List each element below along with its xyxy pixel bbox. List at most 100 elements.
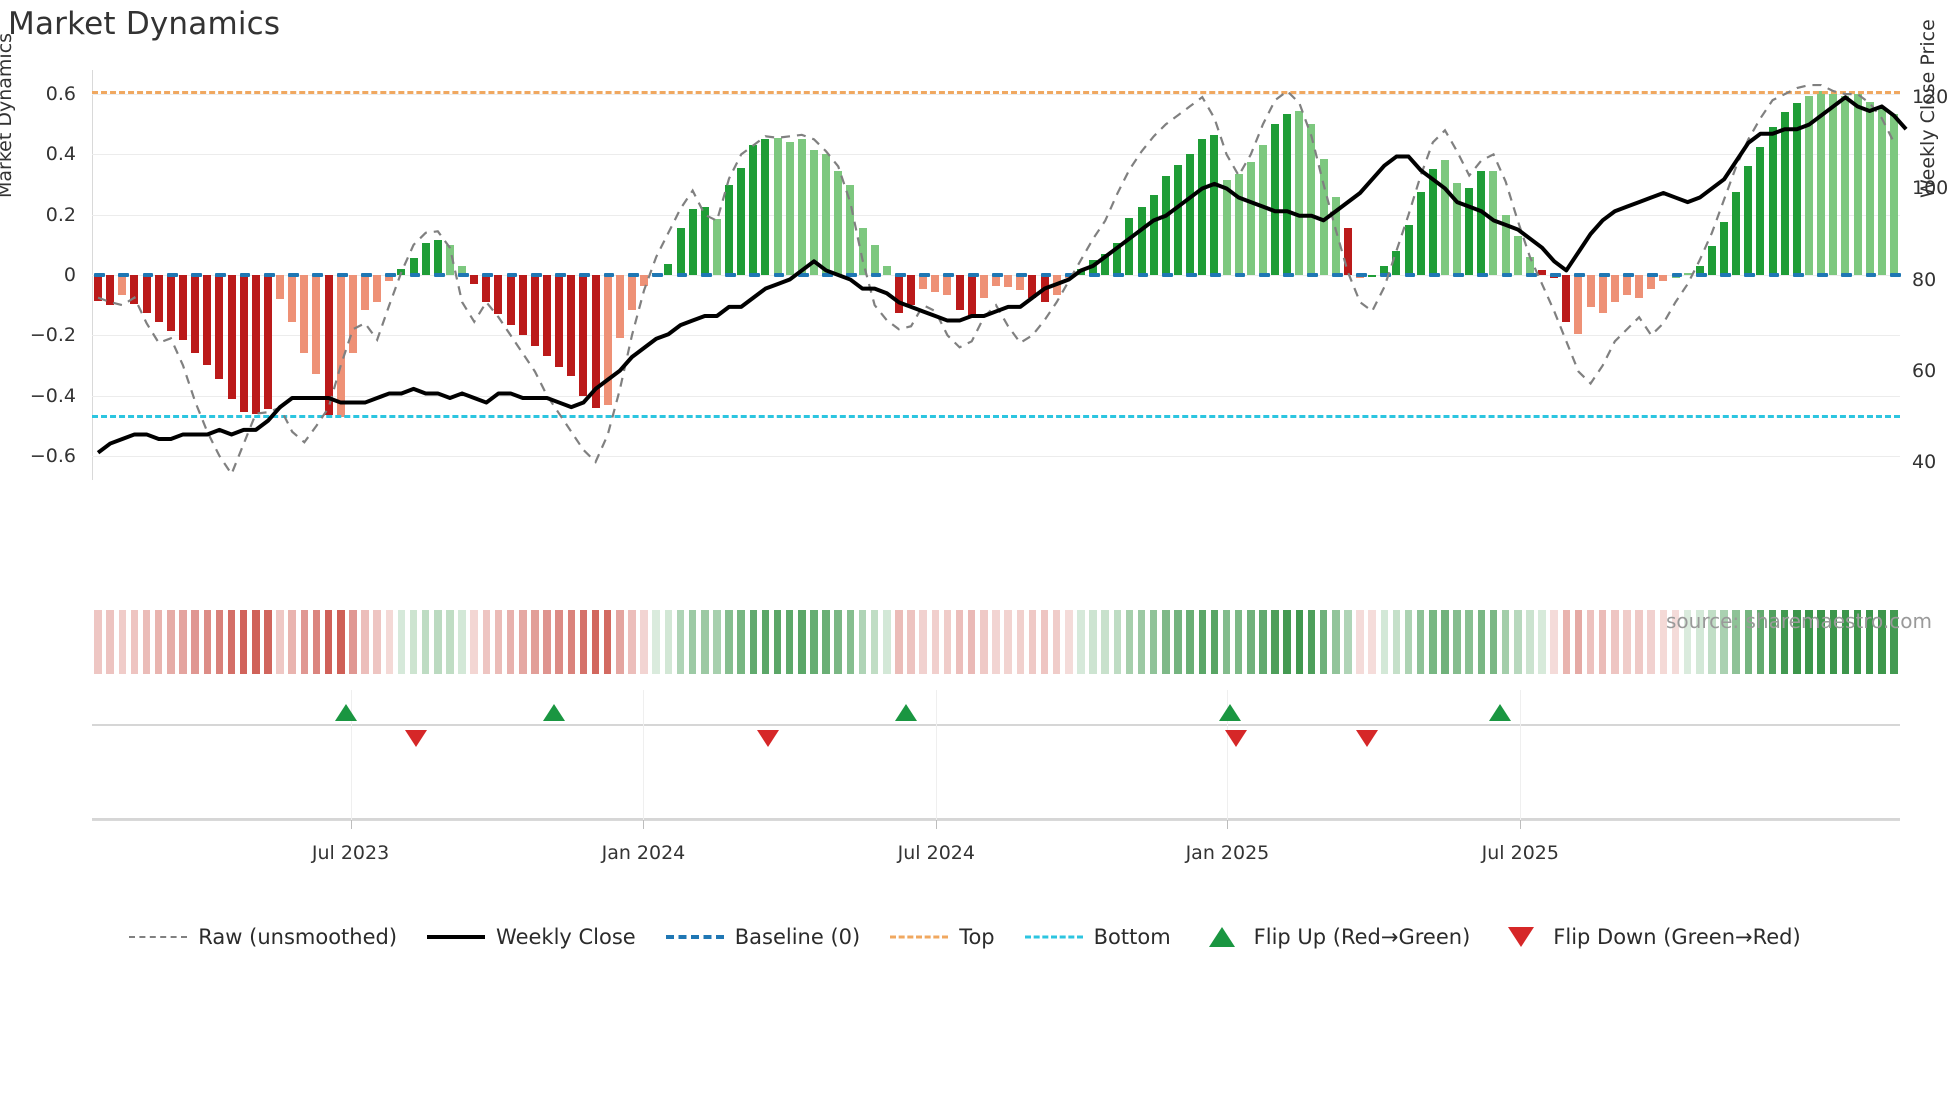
heatmap-cell <box>652 610 660 674</box>
flip-panel-rule <box>92 818 1900 820</box>
x-axis-tick-label: Jan 2024 <box>601 842 686 864</box>
baseline-zero-segment <box>1089 273 1100 277</box>
gridline <box>92 154 1900 156</box>
flip-down-marker-icon[interactable] <box>404 730 427 747</box>
heatmap-cell <box>397 610 406 674</box>
heatmap-cell <box>1052 610 1061 674</box>
heatmap-cell <box>1174 610 1182 674</box>
heatmap-cell <box>1186 610 1194 674</box>
dynamics-bar <box>688 208 697 275</box>
legend-item[interactable]: Flip Up (Red→Green) <box>1201 925 1470 949</box>
baseline-zero-segment <box>846 273 858 277</box>
gridline <box>92 214 1900 216</box>
legend-label: Top <box>959 925 995 949</box>
legend-item[interactable]: Baseline (0) <box>665 925 860 949</box>
heatmap-cell <box>312 610 321 674</box>
heatmap-cell <box>531 610 539 674</box>
dynamics-bar <box>421 243 430 275</box>
dynamics-bar <box>1404 225 1413 275</box>
y-axis-right-tick: 100 <box>1912 177 1949 200</box>
dynamics-bar <box>1016 275 1025 291</box>
baseline-zero-segment <box>1453 273 1464 277</box>
legend-item[interactable]: Weekly Close <box>427 925 636 949</box>
gridline <box>92 94 1900 96</box>
heatmap-cell <box>1016 610 1025 674</box>
dynamics-bar <box>700 207 709 275</box>
flip-down-marker-icon[interactable] <box>1225 730 1248 747</box>
legend-item[interactable]: Flip Down (Green→Red) <box>1500 925 1801 949</box>
flip-up-marker-icon[interactable] <box>542 704 565 721</box>
baseline-zero-segment <box>1768 273 1780 277</box>
heatmap-cell <box>1598 610 1607 674</box>
legend-item[interactable]: Bottom <box>1024 925 1171 949</box>
baseline-zero-segment <box>627 273 639 277</box>
heatmap-cell <box>1004 610 1012 674</box>
flip-down-marker-icon[interactable] <box>1355 730 1378 747</box>
line-overlay <box>96 83 1908 477</box>
dynamics-bar <box>239 275 248 413</box>
dynamics-bar <box>591 275 600 408</box>
baseline-zero-segment <box>773 273 785 277</box>
baseline-zero-segment <box>1622 273 1634 277</box>
baseline-zero-segment <box>1501 273 1513 277</box>
heatmap-cell <box>1878 610 1886 674</box>
baseline-zero-segment <box>1404 273 1416 277</box>
baseline-zero-segment <box>894 273 906 277</box>
dynamics-bar <box>154 275 163 322</box>
flip-up-marker-icon[interactable] <box>335 704 358 721</box>
dynamics-bar <box>1841 95 1850 275</box>
dynamics-bar <box>530 275 539 346</box>
heatmap-cell <box>1028 610 1037 674</box>
heatmap-cell <box>191 610 199 674</box>
y-axis-right-tick: 120 <box>1912 86 1949 109</box>
y-axis-left-tick: 0 <box>63 264 76 286</box>
dynamics-bar <box>991 275 1000 286</box>
flip-up-marker-icon[interactable] <box>894 704 917 721</box>
heatmap-cell <box>409 610 418 674</box>
heatmap-cell <box>1101 610 1109 674</box>
baseline-zero-segment <box>1331 273 1343 277</box>
dotted-cyan-line-icon <box>1024 935 1083 939</box>
heatmap-cell <box>773 610 782 674</box>
dynamics-bar <box>1198 139 1207 275</box>
baseline-zero-segment <box>1380 273 1392 277</box>
dynamics-bar <box>1513 235 1522 275</box>
dynamics-bar <box>1368 275 1377 277</box>
heatmap-cell <box>616 610 624 674</box>
heatmap-cell <box>701 610 709 674</box>
dynamics-bar <box>834 170 843 275</box>
heatmap-cell <box>506 610 515 674</box>
heatmap-cell <box>1780 610 1789 674</box>
legend-item[interactable]: Top <box>890 925 995 949</box>
flip-down-marker-icon[interactable] <box>757 730 780 747</box>
heatmap-cell <box>361 610 369 674</box>
dynamics-bar <box>1586 275 1595 307</box>
dynamics-bar <box>179 275 187 340</box>
heatmap-cell <box>1805 610 1813 674</box>
dynamics-bar <box>397 268 406 275</box>
flip-panel-vgrid <box>350 690 352 820</box>
heatmap-cell <box>1077 610 1085 674</box>
baseline-zero-segment <box>991 273 1003 277</box>
main-plot-area <box>92 70 1908 480</box>
flip-up-marker-icon[interactable] <box>1489 704 1512 721</box>
dynamics-bar <box>300 275 309 354</box>
dynamics-bar <box>348 275 357 354</box>
dynamics-bar <box>1598 275 1607 313</box>
dynamics-bar <box>1659 275 1668 282</box>
dynamics-bar <box>458 265 467 275</box>
dynamics-bar <box>858 228 867 275</box>
heatmap-cell <box>118 610 127 674</box>
dynamics-bar <box>1343 228 1352 275</box>
legend-swatch <box>1024 929 1083 945</box>
heatmap-cell <box>1829 610 1838 674</box>
dynamics-bar <box>797 139 806 275</box>
heatmap-cell <box>761 610 770 674</box>
dynamics-bar <box>1246 161 1255 275</box>
heatmap-cell <box>567 610 576 674</box>
baseline-zero-segment <box>1210 273 1222 277</box>
baseline-zero-segment <box>1550 273 1561 277</box>
legend-item[interactable]: Raw (unsmoothed) <box>129 925 397 949</box>
heatmap-cell <box>385 610 394 674</box>
flip-up-marker-icon[interactable] <box>1219 704 1242 721</box>
